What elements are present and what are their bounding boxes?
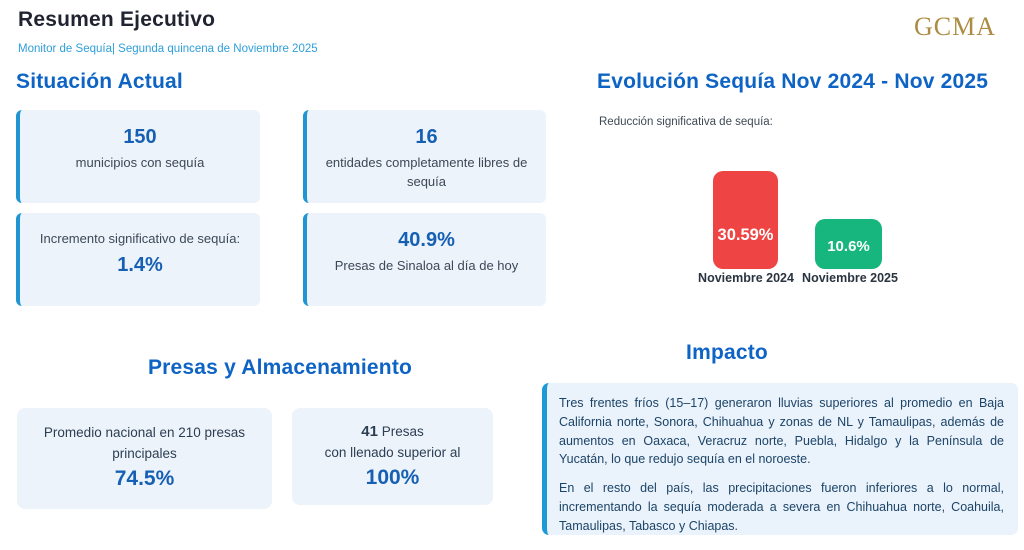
llenado-line: con llenado superior al <box>324 445 461 461</box>
stat-card-entidades: 16 entidades completamente libres de seq… <box>303 110 546 203</box>
bar-value-noviembre-2025: 10.6% <box>827 237 870 255</box>
chart-note: Reducción significativa de sequía: <box>599 116 773 128</box>
stat-value-presas-sinaloa: 40.9% <box>398 229 455 251</box>
card-promedio-nacional: Promedio nacional en 210 presas principa… <box>17 408 272 509</box>
stat-value-entidades: 16 <box>415 126 438 148</box>
bar-category-noviembre-2025: Noviembre 2025 <box>802 271 898 285</box>
llenado-count-suffix: Presas <box>377 424 424 440</box>
stat-value-municipios: 150 <box>123 126 157 148</box>
promedio-line1: Promedio nacional en 210 presas <box>43 425 246 441</box>
section-title-evolucion: Evolución Sequía Nov 2024 - Nov 2025 <box>597 70 989 93</box>
llenado-count: 41 <box>361 423 378 441</box>
section-title-impacto: Impacto <box>686 341 768 364</box>
llenado-value: 100% <box>365 466 420 490</box>
stat-label-incremento: Incremento significativo de sequía: <box>39 231 241 246</box>
stat-card-municipios: 150 municipios con sequía <box>16 110 260 203</box>
bar-noviembre-2025: 10.6% <box>815 219 882 269</box>
stat-value-incremento: 1.4% <box>117 253 163 276</box>
stat-card-presas-sinaloa: 40.9% Presas de Sinaloa al día de hoy <box>303 213 546 306</box>
stat-label-entidades: entidades completamente libres de sequía <box>325 155 528 189</box>
section-title-presas: Presas y Almacenamiento <box>147 356 413 379</box>
impact-card: Tres frentes fríos (15–17) generaron llu… <box>542 383 1018 535</box>
llenado-count-line: 41 Presas <box>361 420 423 443</box>
gcma-logo: GCMA <box>913 12 996 41</box>
page-subtitle: Monitor de Sequía| Segunda quincena de N… <box>18 43 318 55</box>
page-title: Resumen Ejecutivo <box>18 8 216 31</box>
stat-card-incremento: Incremento significativo de sequía: 1.4% <box>16 213 260 306</box>
bar-noviembre-2024: 30.59% <box>713 171 778 269</box>
bar-category-noviembre-2024: Noviembre 2024 <box>698 271 794 285</box>
impact-paragraph-2: En el resto del país, las precipitacione… <box>559 481 1004 533</box>
card-llenado-superior: 41 Presas con llenado superior al 100% <box>292 408 493 505</box>
promedio-line2: principales <box>112 446 177 462</box>
impact-paragraph-1: Tres frentes fríos (15–17) generaron llu… <box>559 396 1004 467</box>
stat-label-municipios: municipios con sequía <box>75 155 205 170</box>
stat-label-presas-sinaloa: Presas de Sinaloa al día de hoy <box>334 258 519 273</box>
bar-value-noviembre-2024: 30.59% <box>717 226 774 244</box>
promedio-value: 74.5% <box>114 467 175 491</box>
section-title-situacion-actual: Situación Actual <box>16 70 183 93</box>
